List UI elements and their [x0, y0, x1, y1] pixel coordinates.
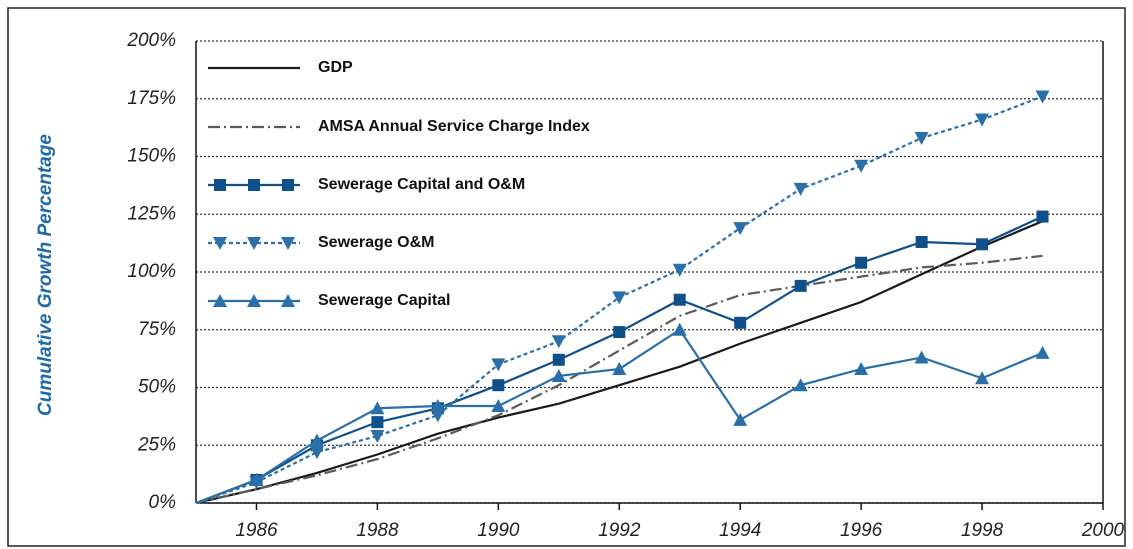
- marker: [551, 368, 566, 382]
- marker: [672, 263, 687, 277]
- marker: [733, 412, 748, 426]
- x-tick-label: 2000: [1081, 520, 1125, 541]
- marker: [914, 132, 929, 146]
- marker: [309, 446, 324, 460]
- marker: [371, 416, 384, 429]
- marker: [854, 159, 869, 173]
- marker: [794, 279, 807, 292]
- y-tick-label: 0%: [149, 492, 177, 513]
- legend-label: Sewerage O&M: [318, 234, 434, 251]
- marker: [552, 353, 565, 366]
- marker: [491, 398, 506, 412]
- y-tick-label: 125%: [127, 203, 176, 224]
- y-tick-label: 200%: [126, 30, 176, 51]
- legend-label: Sewerage Capital and O&M: [318, 176, 525, 193]
- legend-marker: [247, 294, 261, 307]
- series-line: [195, 254, 1043, 505]
- marker: [793, 182, 808, 196]
- marker: [1036, 210, 1049, 223]
- legend-label: AMSA Annual Service Charge Index: [318, 118, 590, 135]
- marker: [733, 222, 748, 236]
- x-tick-label: 1998: [961, 520, 1004, 541]
- marker: [854, 362, 869, 376]
- x-tick-label: 1988: [356, 520, 399, 541]
- x-tick-label: 1990: [477, 520, 520, 541]
- series-line: [195, 215, 1043, 505]
- marker: [370, 430, 385, 444]
- marker: [249, 472, 264, 486]
- x-tick-label: 1986: [235, 520, 278, 541]
- marker: [430, 409, 445, 423]
- marker: [1035, 90, 1050, 104]
- marker: [612, 362, 627, 376]
- marker: [976, 238, 989, 251]
- legend-label: Sewerage Capital: [318, 292, 451, 309]
- x-tick-label: 1996: [840, 520, 883, 541]
- legend-marker: [281, 237, 295, 250]
- marker: [914, 350, 929, 364]
- y-axis-label: Cumulative Growth Percentage: [35, 134, 56, 416]
- marker: [430, 398, 445, 412]
- legend-label: GDP: [318, 59, 353, 76]
- marker: [612, 291, 627, 305]
- marker: [309, 433, 324, 447]
- legend-marker: [213, 294, 227, 307]
- y-tick-label: 150%: [127, 146, 176, 167]
- series-line: [195, 220, 1043, 505]
- y-tick-label: 175%: [127, 88, 176, 109]
- legend-marker: [282, 179, 294, 191]
- x-tick-label: 1994: [719, 520, 761, 541]
- y-tick-label: 25%: [137, 434, 176, 455]
- marker: [975, 371, 990, 385]
- y-tick-label: 100%: [127, 261, 176, 282]
- marker: [613, 326, 626, 339]
- legend-marker: [213, 237, 227, 250]
- series-line: [195, 328, 1043, 505]
- marker: [793, 378, 808, 392]
- marker: [551, 335, 566, 349]
- marker: [975, 113, 990, 127]
- y-tick-label: 75%: [138, 319, 176, 340]
- marker: [855, 256, 868, 269]
- marker: [672, 322, 687, 336]
- marker: [491, 358, 506, 372]
- frame: [7, 7, 1126, 547]
- marker: [915, 235, 928, 248]
- legend-marker: [214, 179, 226, 191]
- marker: [370, 401, 385, 415]
- marker: [1035, 345, 1050, 359]
- legend-marker: [248, 179, 260, 191]
- x-tick-label: 1992: [598, 520, 641, 541]
- legend-marker: [281, 294, 295, 307]
- y-tick-label: 50%: [138, 377, 176, 398]
- legend-marker: [247, 237, 261, 250]
- marker: [734, 316, 747, 329]
- marker: [492, 379, 505, 392]
- marker: [673, 293, 686, 306]
